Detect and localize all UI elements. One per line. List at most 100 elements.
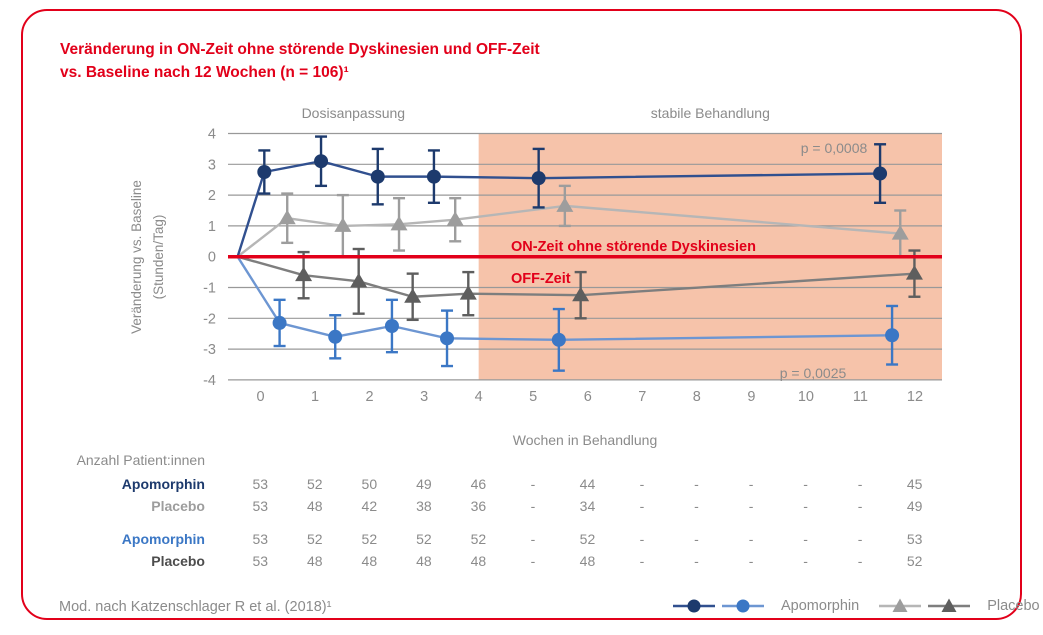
patient-count-table: Apomorphin 53 52 50 49 46 - 44 - - - - - 45 Placebo 53 4… [44, 473, 942, 572]
x-tick-4: 4 [475, 389, 483, 405]
cell-apomorphin-on-week-7: - [639, 476, 645, 492]
row-label-placebo-off: Placebo [151, 553, 205, 569]
x-tick-12: 12 [907, 389, 923, 405]
cell-placebo-off-week-6: 48 [579, 553, 596, 569]
cell-placebo-off-week-1: 48 [307, 553, 323, 569]
cell-placebo-on-week-11: - [857, 498, 863, 514]
cell-placebo-off-week-12: 52 [906, 553, 923, 569]
y-tick-0: 0 [208, 250, 216, 266]
cell-placebo-off-week-8: - [694, 553, 699, 569]
cell-placebo-on-week-9: - [748, 498, 754, 514]
cell-apomorphin-off-week-11: - [857, 531, 863, 547]
data-point-placebo-off [404, 288, 422, 303]
x-tick-6: 6 [584, 389, 592, 405]
data-point-apomorphin-off [384, 319, 399, 333]
data-point-apomorphin-off [440, 331, 455, 346]
cell-apomorphin-on-week-8: - [694, 476, 699, 492]
cell-placebo-on-week-7: - [639, 498, 645, 514]
data-point-placebo-on [334, 217, 352, 232]
source-note: Mod. nach Katzenschlager R et al. (2018)… [59, 599, 332, 615]
y-tick--3: -3 [203, 342, 216, 358]
figure-card: Veränderung in ON-Zeit ohne störende Dys… [21, 9, 1040, 620]
y-axis-title-line2: (Stunden/Tag) [151, 215, 166, 300]
cell-placebo-off-week-5: - [530, 553, 536, 569]
cell-placebo-on-week-5: - [530, 498, 536, 514]
cell-apomorphin-off-week-5: - [530, 531, 536, 547]
cell-apomorphin-off-week-12: 53 [906, 531, 923, 547]
cell-apomorphin-off-week-2: 52 [361, 531, 378, 547]
data-point-apomorphin-on [873, 166, 888, 181]
cell-placebo-off-week-11: - [857, 553, 863, 569]
phase-label-dosisanpassung: Dosisanpassung [302, 105, 406, 121]
cell-placebo-off-week-2: 48 [361, 553, 378, 569]
cell-apomorphin-off-week-8: - [694, 531, 699, 547]
x-tick-7: 7 [638, 389, 646, 405]
x-tick-8: 8 [693, 389, 701, 405]
cell-apomorphin-on-week-0: 53 [252, 476, 269, 492]
y-tick--1: -1 [203, 281, 216, 297]
cell-placebo-off-week-7: - [639, 553, 645, 569]
cell-placebo-on-week-2: 42 [361, 498, 378, 514]
data-point-placebo-on [556, 197, 574, 212]
data-point-placebo-off [905, 265, 923, 280]
data-point-placebo-off [572, 286, 590, 302]
legend-marker-dark-gray-icon [928, 598, 971, 612]
y-tick-2: 2 [208, 188, 216, 204]
legend-label-placebo: Placebo [987, 598, 1040, 614]
cell-apomorphin-off-week-9: - [748, 531, 754, 547]
x-tick-9: 9 [747, 389, 755, 405]
figure-title-line2: vs. Baseline nach 12 Wochen (n = 106)¹ [60, 64, 349, 81]
cell-apomorphin-off-week-0: 53 [252, 531, 269, 547]
row-label-apomorphin-off: Apomorphin [121, 531, 205, 547]
y-axis-title-line1: Veränderung vs. Baseline [129, 180, 144, 334]
patient-count-caption: Anzahl Patient:innen [76, 452, 205, 468]
data-point-apomorphin-off [328, 329, 343, 344]
data-point-apomorphin-on [426, 169, 441, 184]
figure-title-line1: Veränderung in ON-Zeit ohne störende Dys… [60, 41, 540, 58]
cell-placebo-on-week-12: 49 [906, 498, 923, 514]
legend-label-apomorphin: Apomorphin [781, 598, 860, 614]
cell-placebo-off-week-10: - [803, 553, 808, 569]
off-zeit-annotation: OFF-Zeit [511, 271, 571, 287]
data-point-apomorphin-on [257, 165, 272, 179]
cell-placebo-on-week-3: 38 [416, 498, 432, 514]
data-point-apomorphin-on [314, 154, 329, 169]
data-point-apomorphin-off [885, 328, 900, 343]
cell-apomorphin-off-week-3: 52 [416, 531, 432, 547]
y-tick-3: 3 [208, 157, 216, 173]
data-point-apomorphin-off [551, 332, 566, 347]
row-label-apomorphin-on: Apomorphin [121, 476, 205, 492]
cell-apomorphin-on-week-4: 46 [470, 476, 487, 492]
cell-apomorphin-on-week-5: - [530, 476, 536, 492]
x-tick-10: 10 [798, 389, 814, 405]
data-point-apomorphin-on [531, 171, 546, 186]
cell-placebo-on-week-1: 48 [307, 498, 323, 514]
y-tick-1: 1 [208, 219, 216, 235]
cell-placebo-off-week-0: 53 [252, 553, 269, 569]
cell-placebo-off-week-4: 48 [470, 553, 487, 569]
phase-label-stabile-behandlung: stabile Behandlung [651, 105, 770, 121]
x-tick-2: 2 [366, 389, 374, 405]
data-point-placebo-on [891, 225, 909, 240]
cell-placebo-off-week-9: - [748, 553, 754, 569]
cell-placebo-off-week-3: 48 [416, 553, 432, 569]
x-axis-title: Wochen in Behandlung [512, 432, 658, 448]
y-tick--4: -4 [203, 373, 216, 389]
x-tick-0: 0 [256, 389, 264, 405]
cell-placebo-on-week-10: - [803, 498, 808, 514]
cell-apomorphin-off-week-10: - [803, 531, 808, 547]
table-row-apomorphin-on: Apomorphin 53 52 50 49 46 - 44 - - - - - 45 [44, 473, 942, 495]
x-tick-1: 1 [311, 389, 319, 405]
figure-title: Veränderung in ON-Zeit ohne störende Dys… [60, 38, 540, 84]
cell-placebo-on-week-4: 36 [470, 498, 487, 514]
legend-marker-light-gray-icon [879, 598, 922, 612]
cell-apomorphin-on-week-2: 50 [361, 476, 378, 492]
x-tick-11: 11 [853, 389, 868, 405]
on-zeit-annotation: ON-Zeit ohne störende Dyskinesien [511, 239, 756, 255]
data-point-placebo-on [446, 211, 464, 226]
p-value-on: p = 0,0008 [801, 140, 868, 156]
cell-apomorphin-on-week-12: 45 [906, 476, 923, 492]
row-label-placebo-on: Placebo [151, 498, 205, 514]
x-tick-5: 5 [529, 389, 537, 405]
